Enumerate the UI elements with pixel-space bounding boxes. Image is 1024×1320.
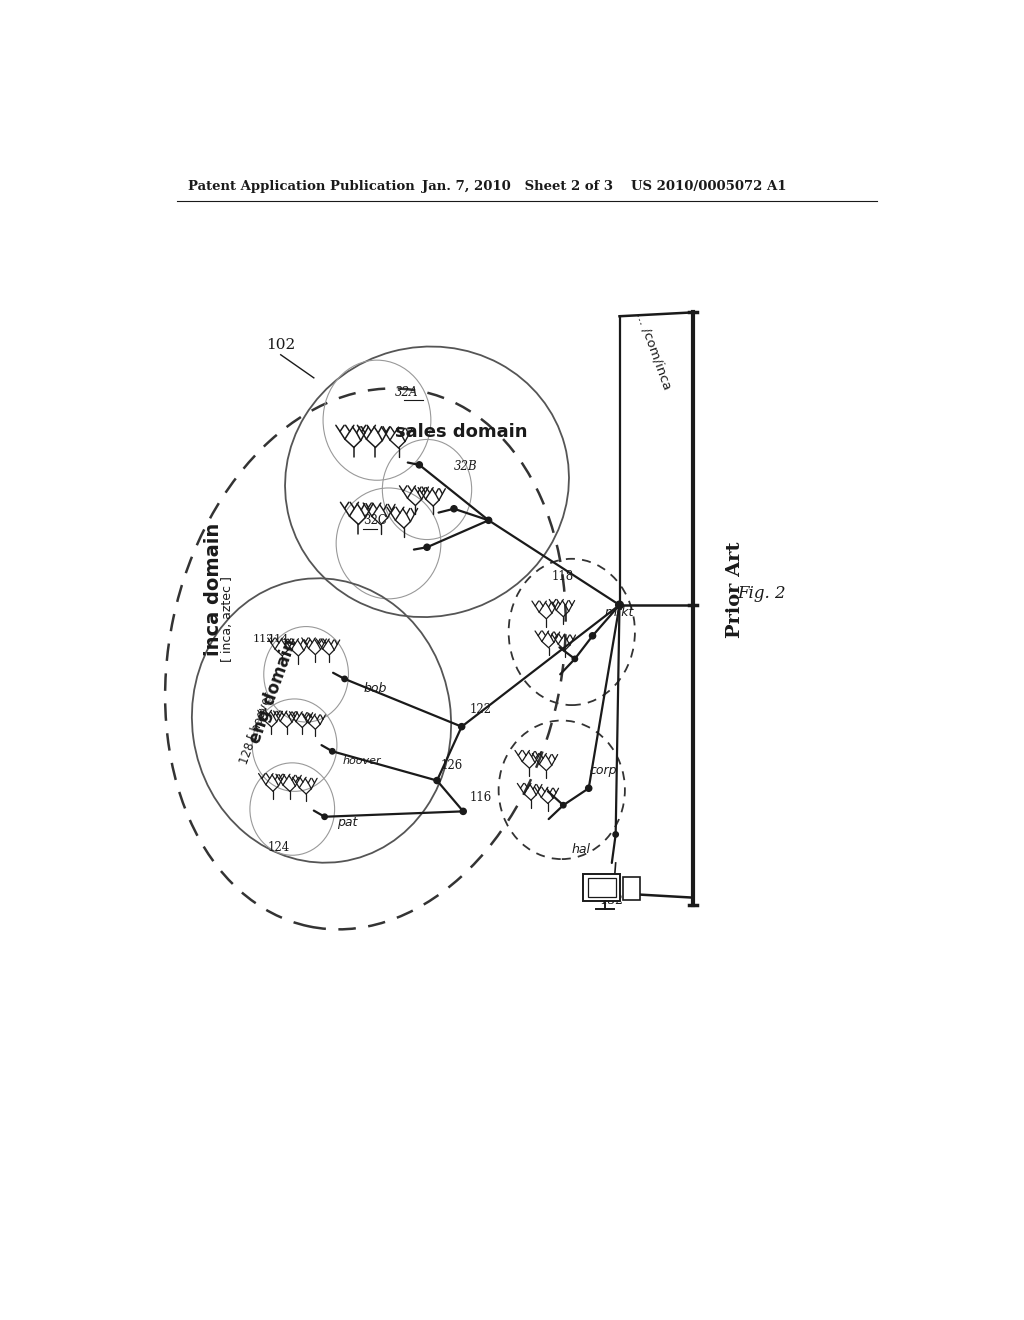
Text: 122: 122 — [469, 702, 492, 715]
Circle shape — [485, 517, 492, 524]
Circle shape — [586, 785, 592, 792]
Text: 102: 102 — [266, 338, 295, 351]
Text: 32B: 32B — [454, 461, 477, 474]
Bar — [588, 878, 615, 896]
Text: [ inca, aztec ]: [ inca, aztec ] — [221, 576, 234, 661]
Circle shape — [613, 832, 618, 837]
Text: 32C: 32C — [364, 515, 387, 527]
Text: 114: 114 — [267, 634, 289, 644]
Circle shape — [560, 803, 566, 808]
Text: hoover: hoover — [343, 755, 382, 766]
Text: 132: 132 — [600, 894, 624, 907]
Bar — [624, 876, 640, 900]
Text: 32A: 32A — [394, 385, 418, 399]
Text: Prior Art: Prior Art — [726, 541, 744, 638]
Text: mrkt: mrkt — [604, 606, 634, 619]
Text: 126: 126 — [441, 759, 463, 772]
Text: pat: pat — [337, 816, 357, 829]
Text: eng domain: eng domain — [246, 636, 300, 746]
Text: 116: 116 — [469, 792, 492, 804]
Circle shape — [615, 601, 624, 609]
Circle shape — [451, 506, 457, 512]
Circle shape — [416, 462, 422, 469]
Circle shape — [330, 748, 335, 754]
Circle shape — [590, 632, 596, 639]
Text: hal: hal — [571, 842, 591, 855]
Text: Patent Application Publication: Patent Application Publication — [188, 181, 415, 194]
Text: ... /com/inca: ... /com/inca — [634, 310, 674, 392]
Circle shape — [459, 723, 465, 730]
Text: 128 [ hoover: 128 [ hoover — [237, 690, 274, 766]
Circle shape — [460, 808, 466, 814]
Bar — [584, 874, 621, 902]
Text: 124: 124 — [267, 841, 290, 854]
Text: Jan. 7, 2010   Sheet 2 of 3: Jan. 7, 2010 Sheet 2 of 3 — [422, 181, 612, 194]
Circle shape — [342, 676, 347, 681]
Text: bob: bob — [364, 681, 386, 694]
Text: Fig. 2: Fig. 2 — [737, 585, 786, 602]
Text: inca domain: inca domain — [204, 523, 223, 656]
Text: corp: corp — [590, 764, 617, 777]
Circle shape — [572, 656, 578, 661]
Text: sales domain: sales domain — [395, 422, 528, 441]
Text: 112: 112 — [253, 634, 274, 644]
Circle shape — [322, 814, 328, 820]
Text: 118: 118 — [552, 570, 573, 583]
Circle shape — [424, 544, 430, 550]
Circle shape — [434, 777, 440, 784]
Text: US 2010/0005072 A1: US 2010/0005072 A1 — [631, 181, 786, 194]
